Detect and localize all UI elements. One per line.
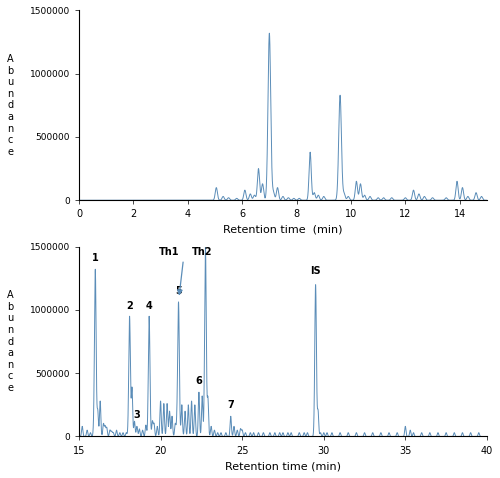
Text: 6: 6: [195, 376, 202, 386]
Text: 2: 2: [126, 301, 132, 311]
Text: 4: 4: [146, 301, 152, 311]
Text: 5: 5: [175, 286, 182, 296]
Text: IS: IS: [310, 266, 321, 276]
Text: 3: 3: [133, 410, 140, 420]
Text: Th2: Th2: [192, 247, 212, 257]
Text: Th1: Th1: [158, 247, 179, 257]
Text: 1: 1: [92, 253, 98, 263]
X-axis label: Retention time  (min): Retention time (min): [223, 225, 342, 235]
Y-axis label: A
b
u
n
d
a
n
c
e: A b u n d a n c e: [7, 54, 14, 157]
X-axis label: Retention time (min): Retention time (min): [225, 461, 341, 471]
Text: 7: 7: [227, 400, 234, 410]
Y-axis label: A
b
u
n
d
a
n
c
e: A b u n d a n c e: [7, 290, 14, 393]
